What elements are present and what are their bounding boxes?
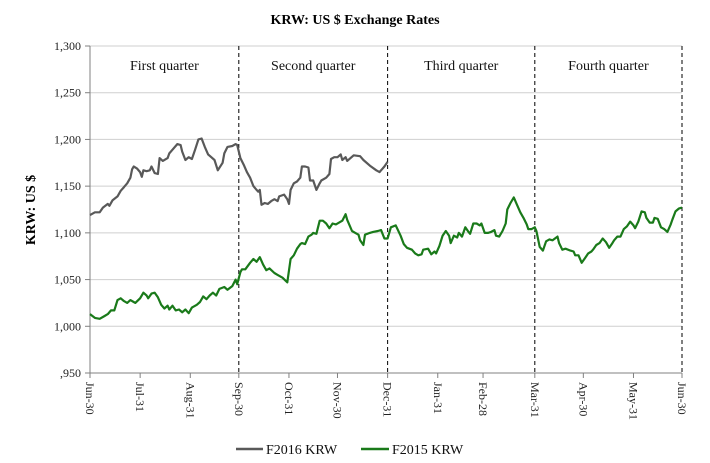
quarter-label: Third quarter — [424, 59, 499, 74]
y-tick-label: 1,200 — [54, 132, 81, 146]
x-tick-label: Dec-31 — [381, 382, 395, 417]
y-tick-label: 1,300 — [54, 39, 81, 53]
x-tick-label: Nov-30 — [330, 382, 344, 419]
x-tick-label: Jul-31 — [133, 382, 147, 412]
series-line-f2016-krw — [89, 137, 389, 217]
series-lines — [89, 137, 683, 320]
y-tick-label: 1,250 — [54, 86, 81, 100]
gridlines — [90, 45, 682, 327]
x-tick-label: Feb-28 — [476, 382, 490, 416]
quarter-labels: First quarter Second quarter Third quarter… — [130, 59, 649, 74]
axes — [89, 46, 682, 374]
quarter-label: First quarter — [130, 59, 199, 74]
y-tick-label: 1,000 — [54, 319, 81, 333]
quarter-label: Fourth quarter — [568, 59, 649, 74]
y-tick-label: ,950 — [60, 366, 81, 380]
x-tick-label: Sep-30 — [232, 382, 246, 416]
y-axis-ticks: ,950 1,000 1,050 1,100 1,150 1,200 1,250 1,300 — [54, 39, 90, 380]
x-tick-label: Jun-30 — [83, 382, 97, 415]
x-tick-label: May-31 — [626, 382, 640, 420]
y-axis-label: KRW: US $ — [24, 175, 39, 245]
x-tick-label: Jun-30 — [675, 382, 689, 415]
legend-label-f2015: F2015 KRW — [392, 443, 464, 458]
legend-label-f2016: F2016 KRW — [266, 443, 338, 458]
series-line-f2015-krw — [89, 196, 683, 320]
y-tick-label: 1,050 — [54, 273, 81, 287]
x-tick-label: Jan-31 — [431, 382, 445, 414]
x-tick-label: Aug-31 — [183, 382, 197, 419]
x-tick-label: Apr-30 — [576, 382, 590, 416]
y-tick-label: 1,100 — [54, 226, 81, 240]
x-tick-label: Oct-31 — [282, 382, 296, 415]
y-tick-label: 1,150 — [54, 179, 81, 193]
quarter-label: Second quarter — [271, 59, 356, 74]
x-tick-label: Mar-31 — [528, 382, 542, 418]
quarter-dividers — [238, 46, 683, 373]
legend: F2016 KRW F2015 KRW — [236, 443, 464, 458]
chart-title: KRW: US $ Exchange Rates — [270, 13, 440, 28]
x-axis-ticks: Jun-30 Jul-31 Aug-31 Sep-30 Oct-31 Nov-30 Dec-… — [83, 373, 689, 420]
